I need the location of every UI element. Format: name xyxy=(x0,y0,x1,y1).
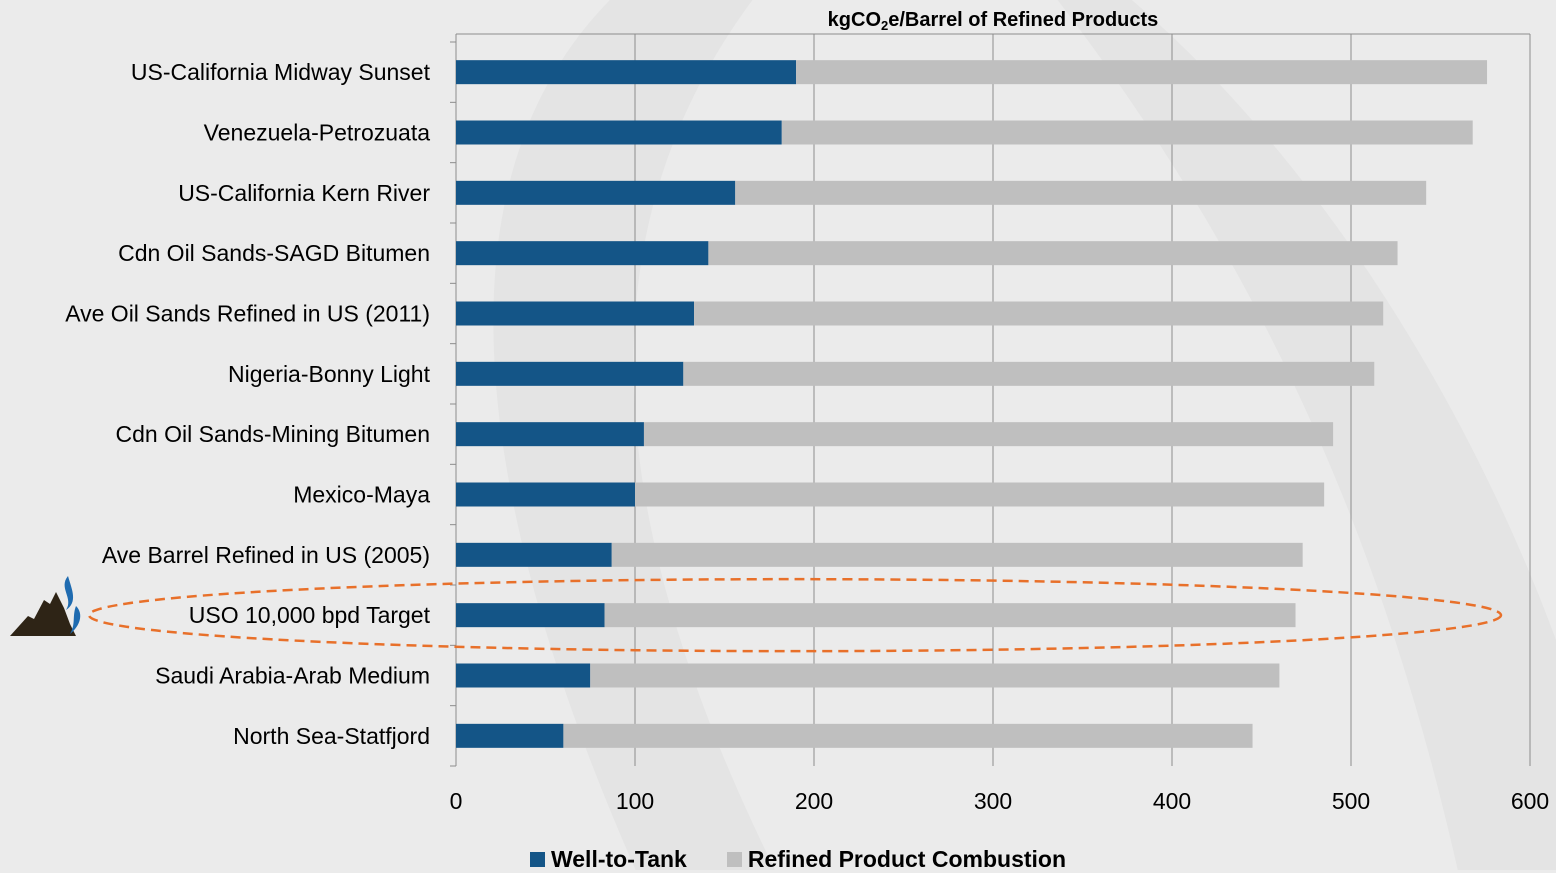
bar-refined-product-combustion xyxy=(590,663,1280,688)
bar-well-to-tank xyxy=(456,663,591,688)
logo-flame-shape xyxy=(70,606,81,634)
legend-item-well-to-tank: Well-to-Tank xyxy=(529,846,687,873)
legend-swatch-refined-product-combustion xyxy=(726,852,742,867)
x-tick-label: 0 xyxy=(450,788,463,814)
legend-label-refined-product-combustion: Refined Product Combustion xyxy=(747,846,1067,872)
bar-well-to-tank xyxy=(456,180,736,205)
x-tick-label: 500 xyxy=(1332,788,1370,814)
category-label: Cdn Oil Sands-Mining Bitumen xyxy=(116,421,430,447)
background-swoosh-shape xyxy=(1057,0,1556,870)
chart-title: kgCO2e/Barrel of Refined Products xyxy=(0,9,1556,33)
company-logo-icon xyxy=(10,576,81,636)
x-tick-label: 400 xyxy=(1153,788,1191,814)
bar-well-to-tank xyxy=(456,120,782,145)
bar-well-to-tank xyxy=(456,603,605,628)
category-label: Nigeria-Bonny Light xyxy=(228,361,431,387)
logo-mountain-shape xyxy=(10,592,76,636)
bar-refined-product-combustion xyxy=(781,120,1473,145)
x-tick-label: 100 xyxy=(616,788,654,814)
x-tick-label: 600 xyxy=(1511,788,1549,814)
chart-title-suffix: e/Barrel of Refined Products xyxy=(888,9,1159,31)
category-label: Venezuela-Petrozuata xyxy=(204,120,431,146)
bar-refined-product-combustion xyxy=(563,723,1253,748)
x-tick-label: 300 xyxy=(974,788,1012,814)
legend-swatch-well-to-tank xyxy=(529,852,545,867)
bar-refined-product-combustion xyxy=(635,482,1325,507)
chart-legend: Well-to-Tank Refined Product Combustion xyxy=(0,846,1556,873)
bar-well-to-tank xyxy=(456,482,635,507)
bar-refined-product-combustion xyxy=(604,603,1296,628)
category-label: US-California Midway Sunset xyxy=(131,59,431,85)
x-tick-label: 200 xyxy=(795,788,833,814)
bar-refined-product-combustion xyxy=(694,301,1384,326)
category-label: US-California Kern River xyxy=(178,180,430,206)
bar-refined-product-combustion xyxy=(708,241,1398,266)
bar-refined-product-combustion xyxy=(796,60,1488,85)
logo-flame-shape xyxy=(64,576,74,610)
bar-well-to-tank xyxy=(456,301,695,326)
bar-well-to-tank xyxy=(456,241,709,266)
category-label: Ave Oil Sands Refined in US (2011) xyxy=(65,301,430,327)
bar-well-to-tank xyxy=(456,60,797,85)
bar-refined-product-combustion xyxy=(735,180,1427,205)
target-highlight-ellipse xyxy=(87,577,1503,653)
chart-title-prefix: kgCO xyxy=(827,9,882,31)
category-label: Cdn Oil Sands-SAGD Bitumen xyxy=(118,240,430,266)
category-label: North Sea-Statfjord xyxy=(233,723,430,749)
category-label: Saudi Arabia-Arab Medium xyxy=(155,663,430,689)
bar-refined-product-combustion xyxy=(683,361,1375,386)
bar-refined-product-combustion xyxy=(611,542,1303,567)
category-label: Mexico-Maya xyxy=(293,482,430,508)
bar-refined-product-combustion xyxy=(643,422,1334,447)
bar-well-to-tank xyxy=(456,723,564,748)
bar-well-to-tank xyxy=(456,422,644,447)
category-label: USO 10,000 bpd Target xyxy=(189,602,431,628)
bar-well-to-tank xyxy=(456,361,684,386)
chart-title-subscript: 2 xyxy=(881,18,889,33)
legend-label-well-to-tank: Well-to-Tank xyxy=(550,846,687,872)
category-label: Ave Barrel Refined in US (2005) xyxy=(102,542,430,568)
legend-item-refined-product-combustion: Refined Product Combustion xyxy=(726,846,1067,873)
bar-well-to-tank xyxy=(456,542,612,567)
